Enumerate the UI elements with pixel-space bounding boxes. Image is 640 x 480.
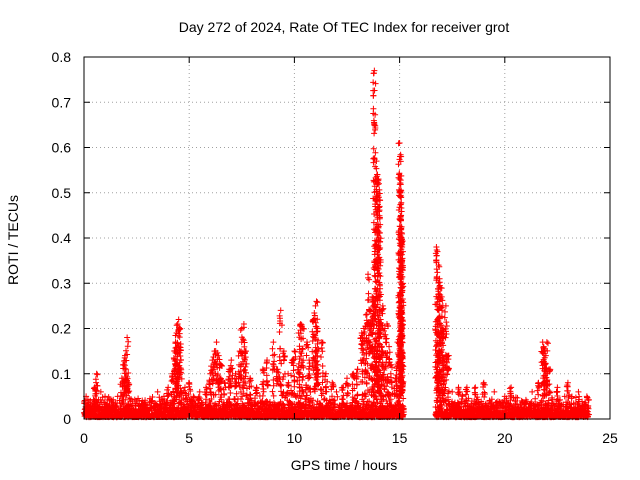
- data-point: [231, 396, 238, 403]
- data-point: [93, 379, 100, 386]
- data-point: [122, 396, 129, 403]
- data-point: [575, 388, 582, 395]
- data-point: [213, 339, 220, 346]
- data-point: [543, 339, 550, 346]
- data-point: [215, 402, 222, 409]
- data-point: [196, 388, 203, 395]
- data-point: [318, 345, 325, 352]
- data-point: [449, 388, 456, 395]
- data-point: [237, 327, 244, 334]
- data-point: [276, 328, 283, 335]
- data-point: [371, 130, 378, 137]
- data-point: [299, 346, 306, 353]
- data-point: [269, 345, 276, 352]
- data-point: [277, 307, 284, 314]
- data-point: [260, 385, 267, 392]
- data-point: [104, 396, 111, 403]
- data-point: [313, 328, 320, 335]
- data-point: [259, 392, 266, 399]
- data-point: [191, 394, 198, 401]
- data-point: [237, 396, 244, 403]
- data-point: [365, 290, 372, 297]
- data-point: [472, 384, 479, 391]
- data-point: [269, 388, 276, 395]
- data-point: [491, 388, 498, 395]
- data-point: [246, 396, 253, 403]
- data-point: [313, 298, 320, 305]
- data-point: [154, 388, 161, 395]
- data-point: [94, 371, 101, 378]
- data-point: [173, 396, 180, 403]
- data-point: [232, 383, 239, 390]
- data-point: [125, 338, 132, 345]
- data-point: [370, 92, 377, 99]
- data-point: [247, 392, 254, 399]
- data-point: [93, 370, 100, 377]
- data-point: [371, 87, 378, 94]
- data-point: [228, 357, 235, 364]
- data-point: [319, 340, 326, 347]
- data-point: [263, 372, 270, 379]
- data-point: [278, 382, 285, 389]
- data-point: [370, 70, 377, 77]
- data-point: [185, 380, 192, 387]
- data-point: [362, 311, 369, 318]
- data-point: [508, 384, 515, 391]
- data-point: [344, 375, 350, 382]
- data-point: [317, 354, 324, 361]
- data-point: [227, 390, 234, 397]
- data-point: [529, 388, 536, 395]
- data-point: [178, 400, 185, 407]
- data-point: [206, 385, 213, 392]
- data-point: [175, 316, 182, 323]
- data-point: [186, 381, 193, 388]
- data-point: [264, 378, 271, 385]
- data-point: [291, 348, 298, 355]
- data-point: [124, 334, 131, 341]
- data-point: [319, 363, 326, 370]
- data-point: [241, 367, 248, 374]
- data-point: [333, 388, 340, 395]
- data-point: [248, 397, 255, 404]
- data-point: [270, 392, 277, 399]
- data-point: [281, 370, 288, 377]
- data-point: [196, 395, 203, 402]
- data-point: [81, 397, 88, 404]
- data-point: [561, 393, 568, 400]
- data-point: [221, 390, 228, 397]
- data-point: [386, 343, 393, 350]
- chart-title: Day 272 of 2024, Rate Of TEC Index for r…: [179, 19, 510, 35]
- data-point: [532, 395, 539, 402]
- data-points: [81, 67, 592, 421]
- data-point: [149, 393, 156, 400]
- grid-lines: [84, 57, 610, 419]
- data-point: [270, 339, 277, 346]
